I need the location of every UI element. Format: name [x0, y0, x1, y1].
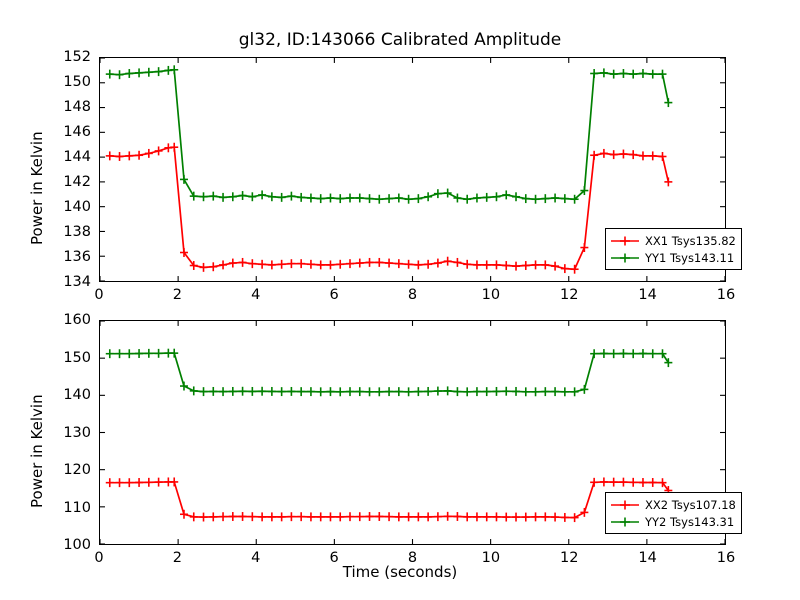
x-tick-label: 8	[407, 550, 418, 566]
legend-label-yy1: YY1 Tsys143.11	[645, 250, 735, 265]
x-tick-label: 10	[481, 287, 501, 303]
plot-area-bottom	[100, 321, 725, 544]
x-tick-label: 6	[329, 550, 339, 566]
legend-row: XX1 Tsys135.82	[610, 232, 736, 249]
y-tick-label: 120	[63, 462, 91, 478]
y-tick-label: 136	[63, 249, 91, 265]
plot-area-top	[100, 58, 725, 281]
y-tick-label: 140	[63, 387, 91, 403]
legend-line-sample-yy2	[611, 517, 639, 526]
x-tick-label: 16	[716, 550, 736, 566]
legend-line-sample-yy1	[611, 253, 639, 262]
x-tick-label: 2	[172, 287, 182, 303]
y-tick-label: 138	[63, 224, 91, 240]
y-tick-label: 152	[63, 49, 91, 65]
legend-label-yy2: YY2 Tsys143.31	[645, 514, 735, 529]
x-tick-label: 14	[638, 550, 657, 566]
y-axis-label-bottom: Power in Kelvin	[28, 394, 46, 508]
y-tick-label: 140	[63, 199, 91, 215]
y-tick-label: 146	[63, 124, 91, 140]
x-tick-label: 0	[94, 550, 104, 566]
x-tick-label: 12	[560, 287, 579, 303]
legend-bottom: XX2 Tsys107.18 YY2 Tsys143.31	[605, 492, 742, 534]
x-tick-label: 16	[716, 287, 736, 303]
legend-top: XX1 Tsys135.82 YY1 Tsys143.11	[605, 228, 742, 270]
y-tick-label: 160	[63, 312, 91, 328]
x-tick-label: 0	[94, 287, 104, 303]
x-tick-label: 14	[638, 287, 657, 303]
legend-row: YY1 Tsys143.11	[610, 249, 736, 266]
axes-top-panel	[99, 57, 726, 282]
y-tick-label: 100	[63, 537, 91, 553]
legend-row: YY2 Tsys143.31	[610, 513, 736, 530]
y-axis-label-top: Power in Kelvin	[28, 131, 46, 245]
legend-row: XX2 Tsys107.18	[610, 496, 736, 513]
y-tick-label: 130	[63, 424, 91, 441]
y-tick-label: 134	[63, 274, 91, 290]
legend-line-sample-xx1	[611, 236, 639, 245]
x-tick-label: 10	[481, 550, 501, 566]
x-tick-label: 4	[251, 287, 261, 303]
x-tick-label: 6	[329, 287, 339, 303]
x-axis-label: Time (seconds)	[342, 563, 458, 581]
x-tick-label: 2	[172, 550, 182, 566]
x-tick-label: 4	[251, 550, 261, 566]
x-tick-label: 12	[560, 550, 579, 566]
y-tick-label: 150	[63, 349, 91, 366]
x-tick-label: 8	[407, 287, 418, 303]
legend-label-xx2: XX2 Tsys107.18	[645, 497, 736, 512]
legend-line-sample-xx2	[611, 500, 639, 509]
legend-label-xx1: XX1 Tsys135.82	[645, 233, 736, 248]
y-tick-label: 142	[63, 174, 91, 190]
figure-title: gl32, ID:143066 Calibrated Amplitude	[238, 30, 562, 50]
y-tick-label: 150	[63, 74, 91, 90]
y-tick-label: 148	[63, 99, 91, 115]
y-tick-label: 110	[63, 499, 91, 516]
y-tick-label: 144	[63, 149, 91, 165]
